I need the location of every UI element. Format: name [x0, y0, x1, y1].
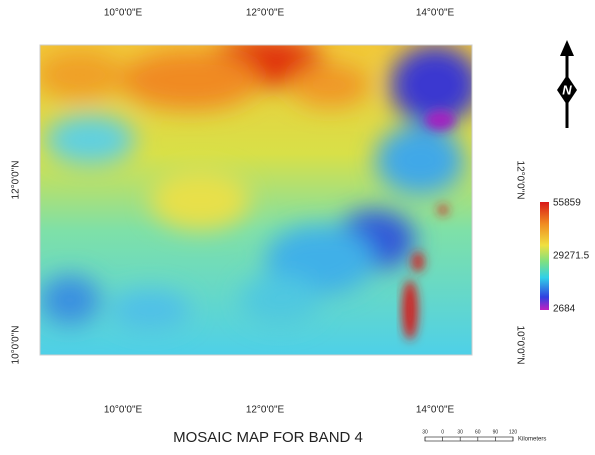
- map-title: MOSAIC MAP FOR BAND 4: [173, 429, 363, 446]
- scale-label: 30: [457, 429, 463, 435]
- scale-unit: Kilometers: [518, 437, 546, 443]
- left-coordinate: 12°0'0"N: [11, 161, 22, 200]
- bottom-coordinate: 10°0'0"E: [104, 405, 143, 416]
- legend-mid: 29271.5: [553, 251, 590, 262]
- legend-max: 55859: [553, 198, 581, 209]
- top-coordinate: 14°0'0"E: [416, 8, 455, 19]
- legend-min: 2684: [553, 304, 576, 315]
- right-coordinate: 12°0'0"N: [514, 161, 525, 200]
- scale-label: 60: [475, 429, 481, 435]
- map-figure: 10°0'0"E 12°0'0"E 14°0'0"E 10°0'0"E 12°0'0"E…: [0, 0, 595, 455]
- top-coordinate: 12°0'0"E: [246, 8, 285, 19]
- page: 10°0'0"E 12°0'0"E 14°0'0"E 10°0'0"E 12°0'0"E…: [0, 0, 595, 455]
- bottom-coordinate: 12°0'0"E: [246, 405, 285, 416]
- legend: 55859 29271.5 2684: [540, 198, 590, 315]
- scale-label: 120: [509, 429, 518, 435]
- scale-label: 90: [493, 429, 499, 435]
- left-coordinate: 10°0'0"N: [11, 326, 22, 365]
- right-coordinate: 10°0'0"N: [514, 326, 525, 365]
- north-arrow: N: [557, 40, 577, 128]
- north-label: N: [562, 82, 572, 97]
- scale-bar: Kilometers 30 0 30 60 90 120: [422, 429, 546, 442]
- raster: [35, 37, 480, 355]
- scale-label: 30: [422, 429, 428, 435]
- color-ramp: [540, 202, 549, 310]
- top-coordinate: 10°0'0"E: [104, 8, 143, 19]
- bottom-coordinate: 14°0'0"E: [416, 405, 455, 416]
- scale-label: 0: [441, 429, 444, 435]
